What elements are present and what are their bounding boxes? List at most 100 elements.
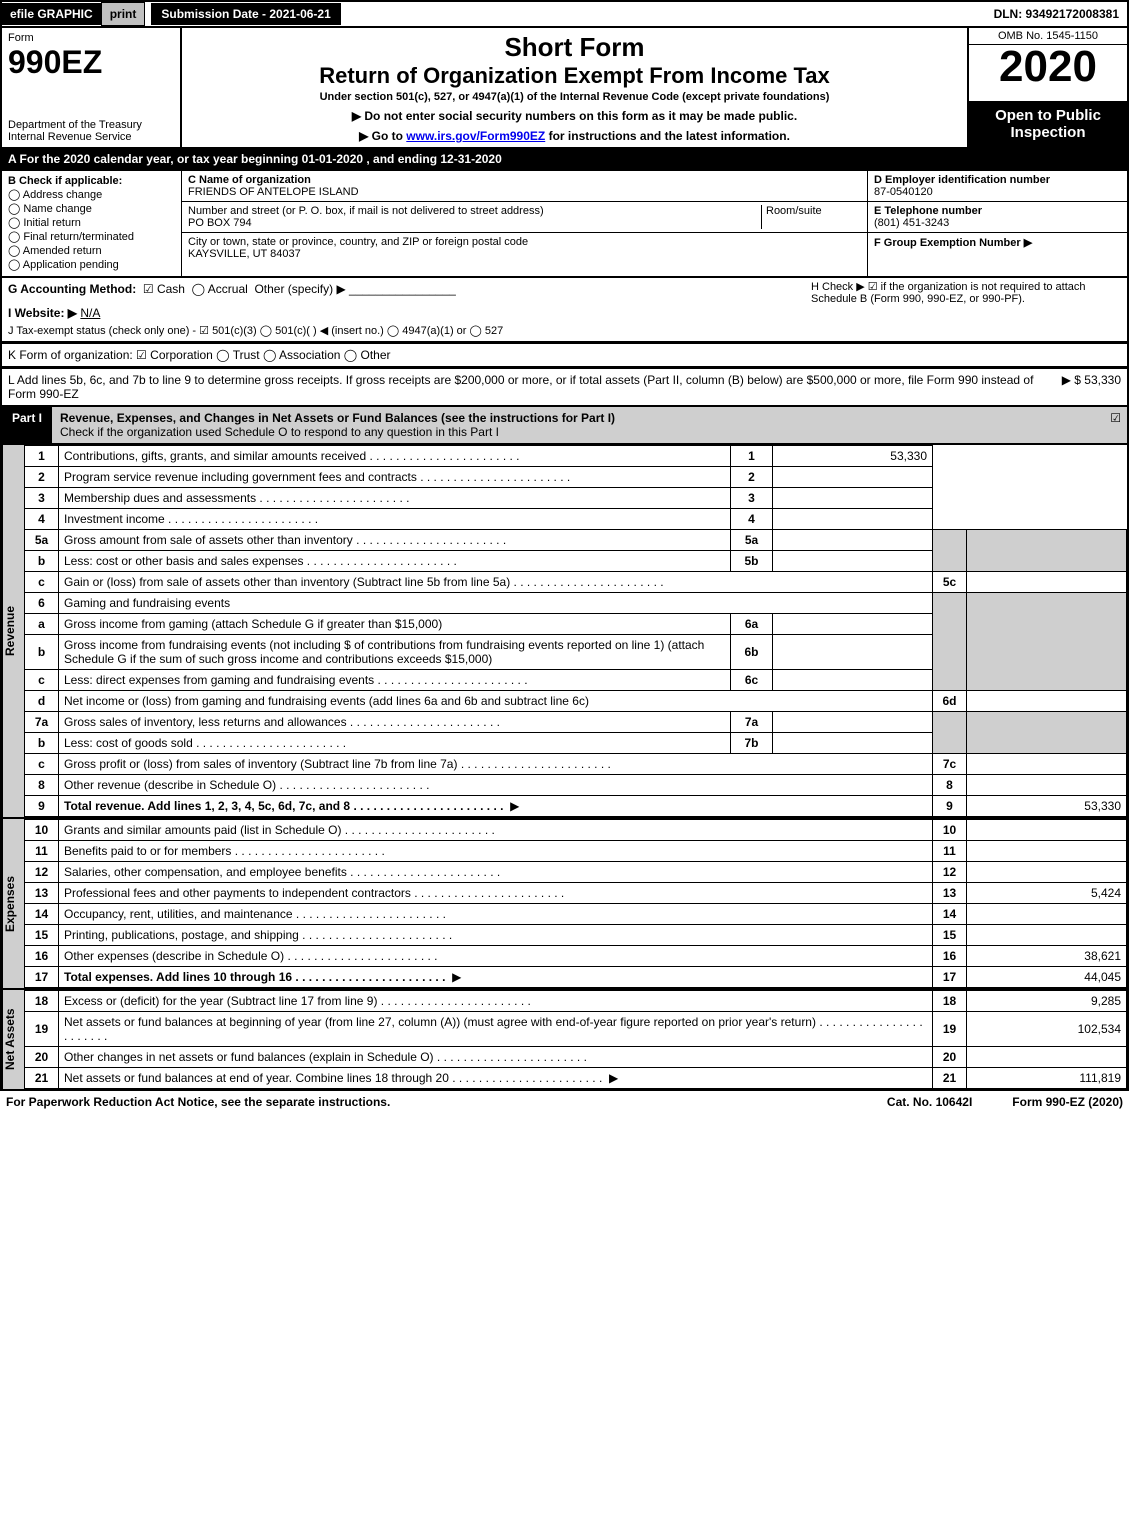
goto-line: ▶ Go to www.irs.gov/Form990EZ for instru… bbox=[188, 129, 961, 143]
chk-address-change-label: Address change bbox=[23, 189, 103, 201]
part-i-title-text: Revenue, Expenses, and Changes in Net As… bbox=[60, 411, 615, 425]
city-value: KAYSVILLE, UT 84037 bbox=[188, 248, 301, 260]
print-button[interactable]: print bbox=[101, 2, 146, 26]
line-7a: 7aGross sales of inventory, less returns… bbox=[25, 712, 1127, 733]
chk-application-pending[interactable]: ◯ Application pending bbox=[8, 258, 175, 271]
part-i-subtext: Check if the organization used Schedule … bbox=[60, 425, 499, 439]
line-2: 2Program service revenue including gover… bbox=[25, 467, 1127, 488]
title-return: Return of Organization Exempt From Incom… bbox=[188, 63, 961, 89]
line-10: 10Grants and similar amounts paid (list … bbox=[25, 820, 1127, 841]
footer-cat-no: Cat. No. 10642I bbox=[887, 1095, 972, 1109]
line-8: 8Other revenue (describe in Schedule O)8 bbox=[25, 775, 1127, 796]
org-name-caption: C Name of organization bbox=[188, 174, 311, 186]
chk-final-return[interactable]: ◯ Final return/terminated bbox=[8, 230, 175, 243]
line-j: J Tax-exempt status (check only one) - ☑… bbox=[8, 324, 1121, 337]
line-12: 12Salaries, other compensation, and empl… bbox=[25, 862, 1127, 883]
g-other[interactable]: Other (specify) ▶ bbox=[254, 282, 345, 296]
irs-text: Internal Revenue Service bbox=[8, 131, 132, 143]
goto-post: for instructions and the latest informat… bbox=[549, 129, 790, 143]
open-inspection: Open to Public Inspection bbox=[969, 101, 1127, 147]
section-def: D Employer identification number 87-0540… bbox=[867, 171, 1127, 276]
line-k: K Form of organization: ☑ Corporation ◯ … bbox=[0, 343, 1129, 368]
efile-label: efile GRAPHIC bbox=[2, 3, 101, 25]
line-17-desc: Total expenses. Add lines 10 through 16 bbox=[64, 970, 445, 984]
group-exemption-caption: F Group Exemption Number ▶ bbox=[874, 237, 1032, 249]
net-assets-block: Net Assets 18Excess or (deficit) for the… bbox=[0, 990, 1129, 1091]
line-16: 16Other expenses (describe in Schedule O… bbox=[25, 946, 1127, 967]
line-11: 11Benefits paid to or for members11 bbox=[25, 841, 1127, 862]
ein-caption: D Employer identification number bbox=[874, 174, 1050, 186]
g-cash[interactable]: Cash bbox=[157, 282, 185, 296]
line-h: H Check ▶ ☑ if the organization is not r… bbox=[811, 280, 1121, 305]
line-20: 20Other changes in net assets or fund ba… bbox=[25, 1047, 1127, 1068]
line-1: 1Contributions, gifts, grants, and simil… bbox=[25, 446, 1127, 467]
line-21-desc: Net assets or fund balances at end of ye… bbox=[64, 1071, 602, 1085]
top-bar: efile GRAPHIC print Submission Date - 20… bbox=[0, 0, 1129, 28]
chk-initial-return-label: Initial return bbox=[23, 217, 80, 229]
line-l: L Add lines 5b, 6c, and 7b to line 9 to … bbox=[0, 368, 1129, 407]
line-5c: cGain or (loss) from sale of assets othe… bbox=[25, 572, 1127, 593]
revenue-side-label: Revenue bbox=[2, 445, 24, 817]
treasury-text: Department of the Treasury bbox=[8, 119, 142, 131]
chk-amended-label: Amended return bbox=[23, 245, 102, 257]
chk-name-change-label: Name change bbox=[23, 203, 92, 215]
line-19: 19Net assets or fund balances at beginni… bbox=[25, 1012, 1127, 1047]
org-name-value: FRIENDS OF ANTELOPE ISLAND bbox=[188, 186, 359, 198]
chk-final-return-label: Final return/terminated bbox=[23, 231, 134, 243]
line-i: I Website: ▶ N/A bbox=[8, 306, 1121, 320]
subtitle: Under section 501(c), 527, or 4947(a)(1)… bbox=[188, 91, 961, 103]
phone-cell: E Telephone number (801) 451-3243 bbox=[868, 202, 1127, 233]
line-3: 3Membership dues and assessments3 bbox=[25, 488, 1127, 509]
i-label: I Website: ▶ bbox=[8, 306, 77, 320]
page-footer: For Paperwork Reduction Act Notice, see … bbox=[0, 1091, 1129, 1113]
group-exemption-cell: F Group Exemption Number ▶ bbox=[868, 233, 1127, 252]
line-a-calendar-year: A For the 2020 calendar year, or tax yea… bbox=[0, 149, 1129, 171]
chk-initial-return[interactable]: ◯ Initial return bbox=[8, 216, 175, 229]
l-text: L Add lines 5b, 6c, and 7b to line 9 to … bbox=[8, 373, 1062, 401]
org-name-row: C Name of organization FRIENDS OF ANTELO… bbox=[182, 171, 867, 202]
address-value: PO BOX 794 bbox=[188, 217, 252, 229]
ghijkl-block: G Accounting Method: ☑ Cash ◯ Accrual Ot… bbox=[0, 278, 1129, 343]
line-15: 15Printing, publications, postage, and s… bbox=[25, 925, 1127, 946]
phone-value: (801) 451-3243 bbox=[874, 217, 949, 229]
irs-link[interactable]: www.irs.gov/Form990EZ bbox=[406, 129, 545, 143]
revenue-block: Revenue 1Contributions, gifts, grants, a… bbox=[0, 445, 1129, 819]
address-caption: Number and street (or P. O. box, if mail… bbox=[188, 205, 544, 217]
dln-label: DLN: 93492172008381 bbox=[986, 3, 1127, 25]
part-i-check[interactable]: ☑ bbox=[1104, 407, 1127, 443]
line-9: 9Total revenue. Add lines 1, 2, 3, 4, 5c… bbox=[25, 796, 1127, 817]
form-label: Form bbox=[8, 32, 174, 44]
chk-address-change[interactable]: ◯ Address change bbox=[8, 188, 175, 201]
room-caption: Room/suite bbox=[766, 205, 822, 217]
chk-name-change[interactable]: ◯ Name change bbox=[8, 202, 175, 215]
header-left: Form 990EZ Department of the Treasury In… bbox=[2, 28, 182, 147]
l-amount: ▶ $ 53,330 bbox=[1062, 373, 1121, 401]
ein-value: 87-0540120 bbox=[874, 186, 933, 198]
form-header: Form 990EZ Department of the Treasury In… bbox=[0, 28, 1129, 149]
line-9-desc: Total revenue. Add lines 1, 2, 3, 4, 5c,… bbox=[64, 799, 503, 813]
line-6d: dNet income or (loss) from gaming and fu… bbox=[25, 691, 1127, 712]
ein-cell: D Employer identification number 87-0540… bbox=[868, 171, 1127, 202]
part-i-title: Revenue, Expenses, and Changes in Net As… bbox=[52, 407, 1104, 443]
line-14: 14Occupancy, rent, utilities, and mainte… bbox=[25, 904, 1127, 925]
submission-date: Submission Date - 2021-06-21 bbox=[151, 3, 340, 25]
footer-left: For Paperwork Reduction Act Notice, see … bbox=[6, 1095, 390, 1109]
section-b: B Check if applicable: ◯ Address change … bbox=[2, 171, 182, 276]
line-13: 13Professional fees and other payments t… bbox=[25, 883, 1127, 904]
header-middle: Short Form Return of Organization Exempt… bbox=[182, 28, 967, 147]
net-assets-table: 18Excess or (deficit) for the year (Subt… bbox=[24, 990, 1127, 1089]
g-label: G Accounting Method: bbox=[8, 282, 136, 296]
section-c: C Name of organization FRIENDS OF ANTELO… bbox=[182, 171, 867, 276]
expenses-table: 10Grants and similar amounts paid (list … bbox=[24, 819, 1127, 988]
city-caption: City or town, state or province, country… bbox=[188, 236, 528, 248]
goto-pre: ▶ Go to bbox=[359, 129, 406, 143]
line-5a: 5aGross amount from sale of assets other… bbox=[25, 530, 1127, 551]
g-accrual[interactable]: Accrual bbox=[208, 282, 248, 296]
line-4: 4Investment income4 bbox=[25, 509, 1127, 530]
net-assets-side-label: Net Assets bbox=[2, 990, 24, 1089]
dept-label: Department of the Treasury Internal Reve… bbox=[8, 119, 174, 143]
tax-year: 2020 bbox=[969, 45, 1127, 89]
phone-caption: E Telephone number bbox=[874, 205, 982, 217]
chk-amended[interactable]: ◯ Amended return bbox=[8, 244, 175, 257]
website-value: N/A bbox=[80, 306, 100, 320]
